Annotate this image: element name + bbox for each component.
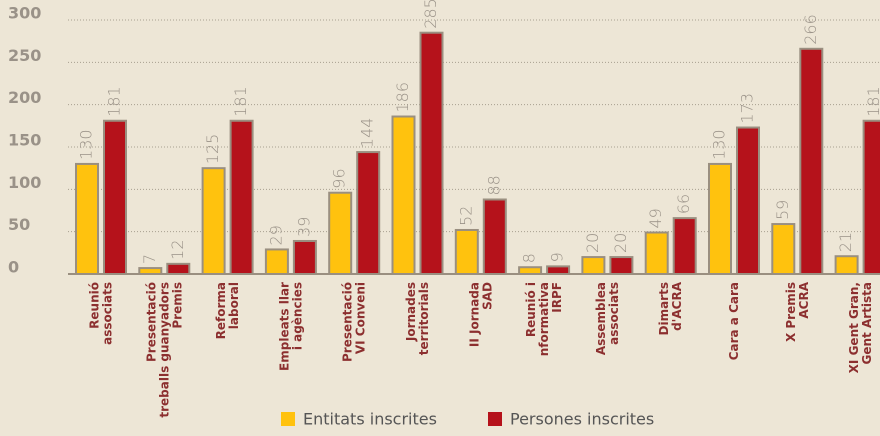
bar: [609, 256, 634, 276]
value-label: 125: [203, 134, 222, 165]
value-label: 49: [646, 208, 665, 228]
x-tick-label: Presentaciótreballs guanyadorsPremis: [144, 282, 184, 418]
value-label: 88: [484, 175, 503, 195]
x-tick-label: Dimartsd'ACRA: [657, 281, 684, 335]
value-label: 266: [801, 14, 820, 45]
bar: [799, 47, 824, 275]
bar: [644, 231, 669, 276]
value-label: 186: [393, 82, 412, 113]
bar: [419, 31, 444, 276]
x-tick-label: XI Gent Gran,Gent Artista: [847, 282, 874, 373]
bar: [581, 256, 606, 276]
value-label: 20: [611, 233, 630, 253]
x-tick-label: Empleats llari agències: [277, 282, 304, 371]
value-label: 8: [520, 253, 539, 263]
bar: [103, 119, 127, 276]
x-tick-label: Reunió informativaIRPF: [524, 282, 564, 356]
value-label: 7: [140, 254, 159, 264]
y-tick-label: 150: [8, 131, 41, 150]
value-label: 285: [421, 0, 440, 29]
x-tick-label: X PremisACRA: [783, 281, 810, 342]
value-label: 173: [738, 93, 757, 124]
value-label: 21: [836, 232, 855, 252]
bar: [391, 115, 416, 275]
value-label: 181: [231, 86, 250, 117]
y-tick-label: 0: [8, 258, 19, 277]
x-tick-label: Jornadesterritorials: [404, 282, 431, 355]
bar: [546, 265, 571, 276]
bar: [328, 191, 353, 275]
value-label: 20: [583, 233, 602, 253]
bar: [672, 217, 697, 275]
x-tick-label: Cara a Cara: [727, 282, 741, 360]
value-label: 9: [548, 252, 567, 262]
bar: [708, 162, 732, 275]
x-tick-label: Reformalaboral: [214, 282, 241, 339]
bar: [292, 239, 317, 275]
bar: [771, 223, 796, 275]
value-label: 59: [773, 200, 792, 220]
legend-label: Persones inscrites: [510, 410, 654, 429]
bar: [264, 248, 289, 276]
bar: [736, 126, 760, 275]
value-label: 130: [710, 129, 729, 160]
x-tick-label: II JornadaSAD: [467, 282, 494, 347]
value-label: 144: [358, 118, 377, 149]
y-tick-label: 50: [8, 215, 30, 234]
bar: [75, 162, 99, 275]
legend-label: Entitats inscrites: [303, 410, 437, 429]
y-tick-label: 100: [8, 173, 41, 192]
x-tick-label: Assembleaassociats: [593, 282, 620, 355]
bar: [518, 266, 543, 275]
bar: [834, 255, 859, 276]
value-label: 29: [266, 225, 285, 245]
value-label: 39: [294, 217, 313, 237]
bar: [166, 262, 191, 275]
value-label: 181: [105, 86, 124, 117]
x-tick-label: Reunióassociats: [87, 282, 114, 345]
bar: [482, 198, 507, 275]
legend-swatch: [281, 412, 295, 426]
bar: [229, 119, 254, 276]
bar: [356, 151, 381, 275]
value-label: 12: [168, 239, 187, 259]
bar: [201, 167, 226, 276]
value-label: 66: [674, 194, 693, 214]
value-label: 181: [864, 86, 880, 117]
value-label: 52: [456, 206, 475, 226]
value-label: 96: [330, 168, 349, 188]
legend-swatch: [488, 412, 502, 426]
y-tick-label: 300: [8, 4, 41, 23]
value-label: 130: [77, 129, 96, 160]
y-tick-label: 200: [8, 88, 41, 107]
bar: [454, 228, 479, 275]
x-tick-label: PresentacióVI Conveni: [340, 282, 367, 362]
bar: [862, 119, 880, 276]
y-tick-label: 250: [8, 46, 41, 65]
